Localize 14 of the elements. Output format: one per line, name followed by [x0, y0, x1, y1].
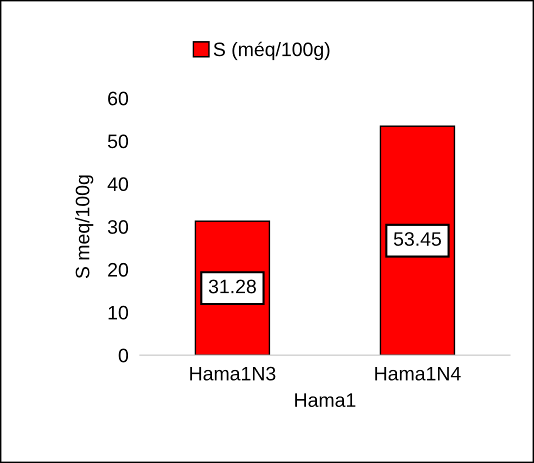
data-label: 31.28 — [208, 280, 256, 294]
y-axis-title: S meq/100g — [75, 175, 94, 278]
x-axis-title: Hama1 — [295, 393, 356, 407]
x-tick-label: Hama1N3 — [190, 366, 276, 381]
y-tick-label: 60 — [108, 92, 128, 106]
y-tick-label: 40 — [108, 177, 128, 192]
legend-label: S (méq/100g) — [214, 42, 330, 60]
y-tick-label: 30 — [108, 220, 128, 234]
y-tick-label: 0 — [118, 348, 128, 362]
y-tick-label: 20 — [108, 262, 128, 277]
y-tick-label: 10 — [108, 306, 128, 320]
y-tick-label: 50 — [108, 134, 128, 148]
data-label: 53.45 — [394, 232, 441, 246]
x-tick-label: Hama1N4 — [375, 366, 461, 381]
